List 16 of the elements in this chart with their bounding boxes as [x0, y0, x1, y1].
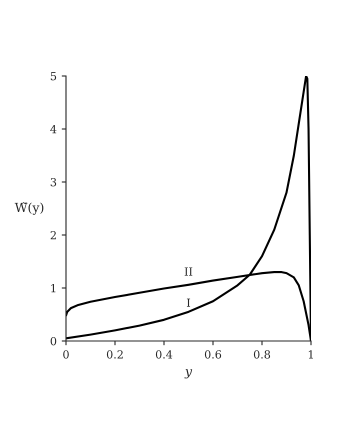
x-tick-label: 1	[308, 350, 313, 358]
x-tick-label: 0.8	[254, 350, 270, 359]
series-label: I	[186, 298, 190, 307]
y-tick-label: 3	[50, 178, 56, 186]
x-axis-title: y	[184, 369, 192, 378]
y-axis-title: W̃(y)	[14, 202, 44, 215]
x-tick-label: 0	[63, 350, 69, 359]
y-tick-label: 2	[50, 230, 56, 240]
y-tick-label: 4	[50, 124, 56, 134]
y-tick-label: 0	[50, 336, 56, 346]
x-tick-label: 0.6	[204, 350, 222, 359]
x-tick-label: 0.2	[106, 350, 123, 359]
series-label: II	[184, 267, 192, 276]
y-tick-label: 5	[50, 72, 56, 80]
x-tick-label: 0.4	[156, 350, 172, 359]
y-tick-label: 1	[51, 284, 56, 292]
